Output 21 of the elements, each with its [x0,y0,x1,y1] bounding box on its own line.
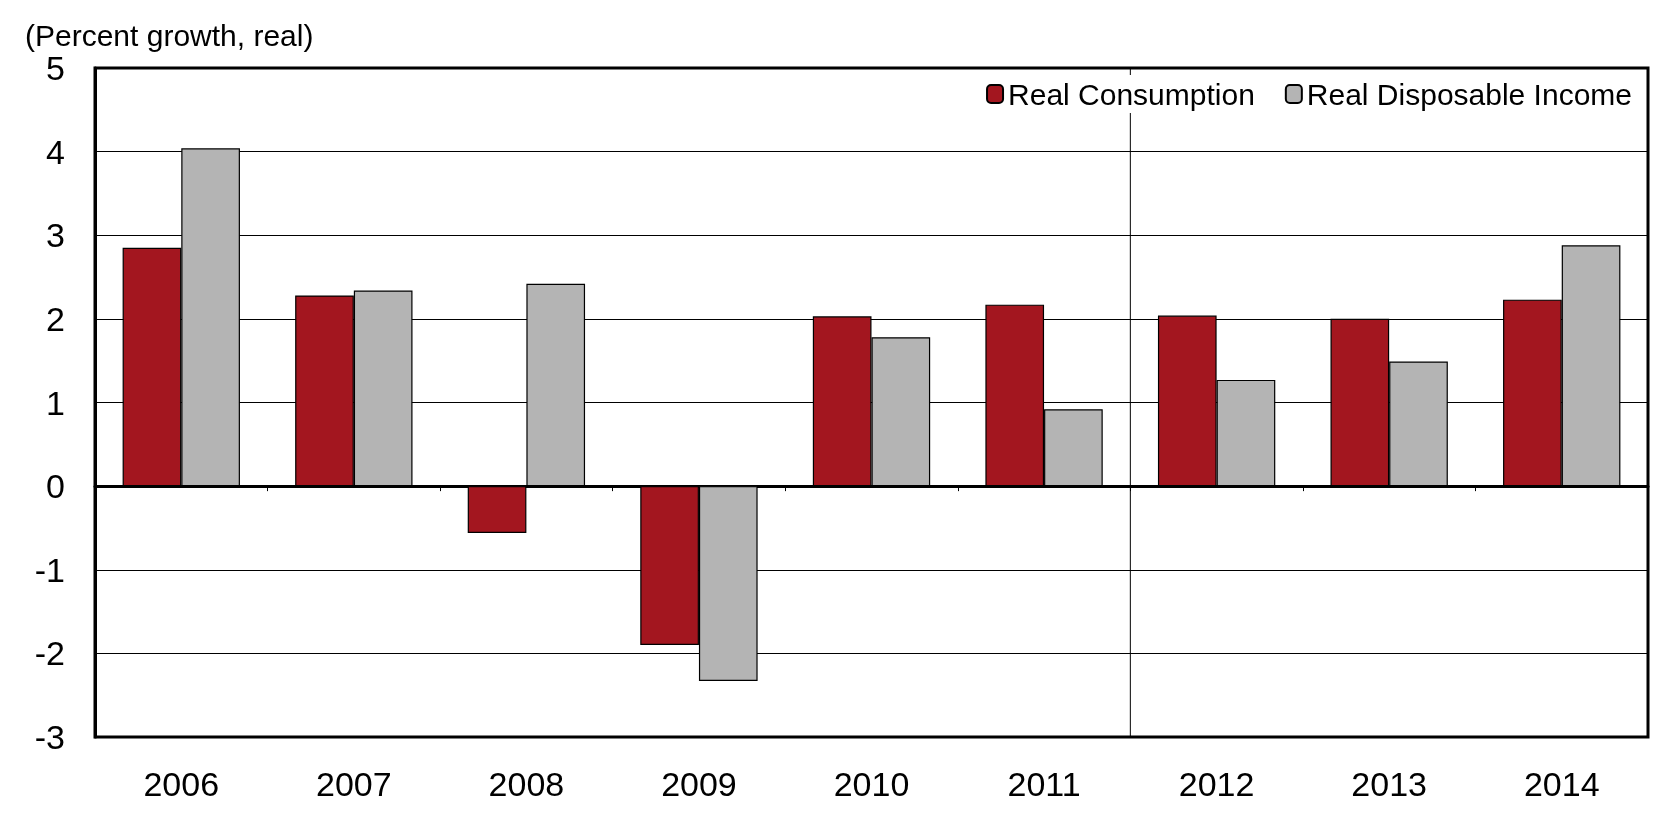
y-tick-label: 4 [46,132,65,171]
y-tick-label: -3 [34,718,65,756]
x-tick-label: 2006 [143,765,220,803]
y-tick-label: 2 [46,299,65,338]
x-tick-label: 2011 [1007,765,1081,803]
y-axis-title: (Percent growth, real) [25,18,314,52]
y-tick-label: 1 [46,383,65,422]
x-tick-label: 2008 [488,765,565,803]
x-tick-label: 2014 [1523,765,1600,803]
x-tick-label: 2009 [661,765,737,803]
x-tick-label: 2010 [833,765,910,803]
legend-label: Real Consumption [1008,77,1255,111]
y-tick-label: -1 [34,550,65,589]
x-tick-label: 2013 [1351,765,1427,803]
x-tick-label: 2007 [316,765,392,803]
y-tick-label: 5 [46,49,65,87]
legend-label: Real Disposable Income [1306,77,1633,111]
y-tick-label: 3 [46,216,65,255]
y-tick-label: 0 [46,467,65,506]
y-tick-label: -2 [34,634,65,673]
x-tick-label: 2012 [1178,765,1255,803]
